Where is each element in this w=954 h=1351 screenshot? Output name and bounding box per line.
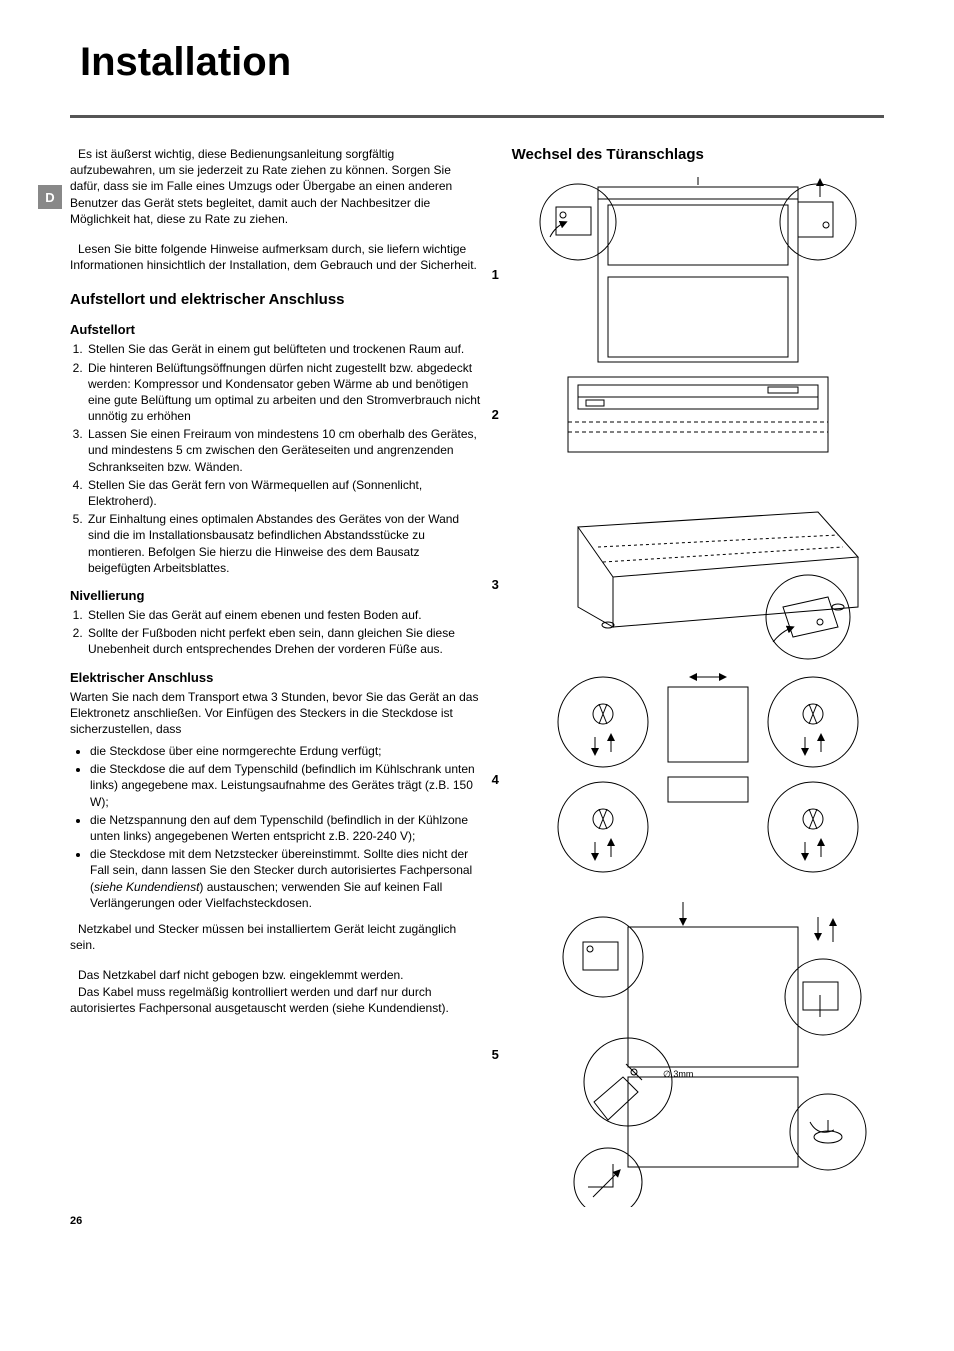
bullet-text-italic: siehe Kundendienst <box>94 880 199 894</box>
intro-paragraph-1: Es ist äußerst wichtig, diese Bedienungs… <box>70 146 482 227</box>
elec-bullets: die Steckdose über eine normgerechte Erd… <box>70 743 482 911</box>
list-item: Stellen Sie das Gerät in einem gut belüf… <box>86 341 482 357</box>
diagram-area: 1 2 3 4 5 <box>512 177 884 1207</box>
left-column: Es ist äußerst wichtig, diese Bedienungs… <box>70 146 482 1207</box>
subheading-aufstellort: Aufstellort <box>70 322 482 337</box>
list-item: die Steckdose über eine normgerechte Erd… <box>90 743 482 759</box>
language-tab: D <box>38 185 62 209</box>
right-column: Wechsel des Türanschlags 1 2 3 4 5 <box>512 146 884 1207</box>
elec-para-2: Das Netzkabel darf nicht gebogen bzw. ei… <box>70 967 482 983</box>
page-number: 26 <box>70 1215 82 1227</box>
list-item: Die hinteren Belüftungsöffnungen dürfen … <box>86 360 482 425</box>
list-item: Stellen Sie das Gerät fern von Wärmequel… <box>86 477 482 509</box>
list-item: die Netzspannung den auf dem Typenschild… <box>90 812 482 844</box>
door-reversal-diagram: ∅ 3mm <box>528 177 868 1207</box>
subheading-elektrischer: Elektrischer Anschluss <box>70 670 482 685</box>
drill-diameter-note: ∅ 3mm <box>663 1069 693 1079</box>
step-label-3: 3 <box>492 577 499 592</box>
aufstellort-list: Stellen Sie das Gerät in einem gut belüf… <box>70 341 482 576</box>
nivellierung-list: Stellen Sie das Gerät auf einem ebenen u… <box>70 607 482 658</box>
list-item: Stellen Sie das Gerät auf einem ebenen u… <box>86 607 482 623</box>
elec-intro: Warten Sie nach dem Transport etwa 3 Stu… <box>70 689 482 738</box>
list-item: Lassen Sie einen Freiraum von mindestens… <box>86 426 482 475</box>
step-label-4: 4 <box>492 772 499 787</box>
section-heading-wechsel: Wechsel des Türanschlags <box>512 146 884 163</box>
elec-para-1: Netzkabel und Stecker müssen bei install… <box>70 921 482 953</box>
step-label-5: 5 <box>492 1047 499 1062</box>
two-column-layout: Es ist äußerst wichtig, diese Bedienungs… <box>70 146 884 1207</box>
step-label-1: 1 <box>492 267 499 282</box>
list-item: Zur Einhaltung eines optimalen Abstandes… <box>86 511 482 576</box>
step-label-2: 2 <box>492 407 499 422</box>
section-heading-aufstellort: Aufstellort und elektrischer Anschluss <box>70 291 482 308</box>
horizontal-rule <box>70 115 884 118</box>
list-item: die Steckdose die auf dem Typenschild (b… <box>90 761 482 810</box>
elec-para-3: Das Kabel muss regelmäßig kontrolliert w… <box>70 984 482 1016</box>
intro-paragraph-2: Lesen Sie bitte folgende Hinweise aufmer… <box>70 241 482 273</box>
subheading-nivellierung: Nivellierung <box>70 588 482 603</box>
list-item: die Steckdose mit dem Netzstecker überei… <box>90 846 482 911</box>
page-title: Installation <box>80 40 884 85</box>
list-item: Sollte der Fußboden nicht perfekt eben s… <box>86 625 482 657</box>
